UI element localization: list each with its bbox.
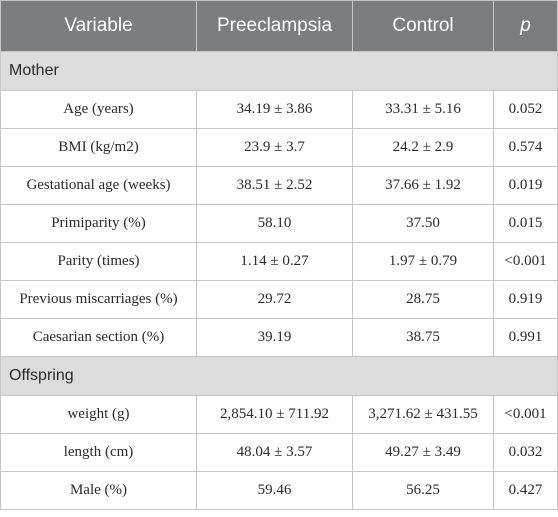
cell-variable: Male (%) bbox=[0, 471, 197, 510]
cell-control: 3,271.62 ± 431.55 bbox=[352, 395, 494, 434]
cell-p: <0.001 bbox=[493, 242, 558, 281]
cell-p: 0.052 bbox=[493, 90, 558, 129]
cell-preeclampsia: 39.19 bbox=[196, 318, 353, 357]
cell-variable: Gestational age (weeks) bbox=[0, 166, 197, 205]
cell-preeclampsia: 29.72 bbox=[196, 280, 353, 319]
cell-preeclampsia: 23.9 ± 3.7 bbox=[196, 128, 353, 167]
cell-variable: Parity (times) bbox=[0, 242, 197, 281]
cell-p: 0.919 bbox=[493, 280, 558, 319]
cell-control: 37.50 bbox=[352, 204, 494, 243]
cell-variable: length (cm) bbox=[0, 433, 197, 472]
table-row: weight (g) 2,854.10 ± 711.92 3,271.62 ± … bbox=[0, 395, 558, 434]
header-p-value: p bbox=[493, 0, 558, 52]
cell-preeclampsia: 59.46 bbox=[196, 471, 353, 510]
cell-control: 37.66 ± 1.92 bbox=[352, 166, 494, 205]
cell-p: 0.032 bbox=[493, 433, 558, 472]
header-control: Control bbox=[352, 0, 494, 52]
cell-control: 49.27 ± 3.49 bbox=[352, 433, 494, 472]
cell-p: 0.019 bbox=[493, 166, 558, 205]
cell-control: 56.25 bbox=[352, 471, 494, 510]
cell-preeclampsia: 48.04 ± 3.57 bbox=[196, 433, 353, 472]
section-title: Offspring bbox=[0, 356, 558, 396]
cell-p: <0.001 bbox=[493, 395, 558, 434]
table-row: Male (%) 59.46 56.25 0.427 bbox=[0, 471, 558, 510]
cell-preeclampsia: 1.14 ± 0.27 bbox=[196, 242, 353, 281]
section-row-mother: Mother bbox=[0, 51, 558, 91]
cell-preeclampsia: 38.51 ± 2.52 bbox=[196, 166, 353, 205]
cell-p: 0.015 bbox=[493, 204, 558, 243]
cell-variable: Caesarian section (%) bbox=[0, 318, 197, 357]
table-row: Previous miscarriages (%) 29.72 28.75 0.… bbox=[0, 280, 558, 319]
table-row: Age (years) 34.19 ± 3.86 33.31 ± 5.16 0.… bbox=[0, 90, 558, 129]
cell-variable: weight (g) bbox=[0, 395, 197, 434]
header-variable: Variable bbox=[0, 0, 197, 52]
cell-variable: Age (years) bbox=[0, 90, 197, 129]
section-title: Mother bbox=[0, 51, 558, 91]
section-row-offspring: Offspring bbox=[0, 356, 558, 396]
table-row: Gestational age (weeks) 38.51 ± 2.52 37.… bbox=[0, 166, 558, 205]
cell-preeclampsia: 2,854.10 ± 711.92 bbox=[196, 395, 353, 434]
header-preeclampsia: Preeclampsia bbox=[196, 0, 353, 52]
cell-variable: Primiparity (%) bbox=[0, 204, 197, 243]
cell-preeclampsia: 58.10 bbox=[196, 204, 353, 243]
table-row: Parity (times) 1.14 ± 0.27 1.97 ± 0.79 <… bbox=[0, 242, 558, 281]
table-row: BMI (kg/m2) 23.9 ± 3.7 24.2 ± 2.9 0.574 bbox=[0, 128, 558, 167]
table-row: Primiparity (%) 58.10 37.50 0.015 bbox=[0, 204, 558, 243]
cell-variable: Previous miscarriages (%) bbox=[0, 280, 197, 319]
cell-control: 38.75 bbox=[352, 318, 494, 357]
cell-control: 24.2 ± 2.9 bbox=[352, 128, 494, 167]
cell-p: 0.991 bbox=[493, 318, 558, 357]
cell-control: 33.31 ± 5.16 bbox=[352, 90, 494, 129]
cell-p: 0.574 bbox=[493, 128, 558, 167]
cell-preeclampsia: 34.19 ± 3.86 bbox=[196, 90, 353, 129]
table-row: length (cm) 48.04 ± 3.57 49.27 ± 3.49 0.… bbox=[0, 433, 558, 472]
table-row: Caesarian section (%) 39.19 38.75 0.991 bbox=[0, 318, 558, 357]
cell-control: 1.97 ± 0.79 bbox=[352, 242, 494, 281]
header-row: Variable Preeclampsia Control p bbox=[0, 0, 558, 52]
cell-p: 0.427 bbox=[493, 471, 558, 510]
cell-control: 28.75 bbox=[352, 280, 494, 319]
cell-variable: BMI (kg/m2) bbox=[0, 128, 197, 167]
